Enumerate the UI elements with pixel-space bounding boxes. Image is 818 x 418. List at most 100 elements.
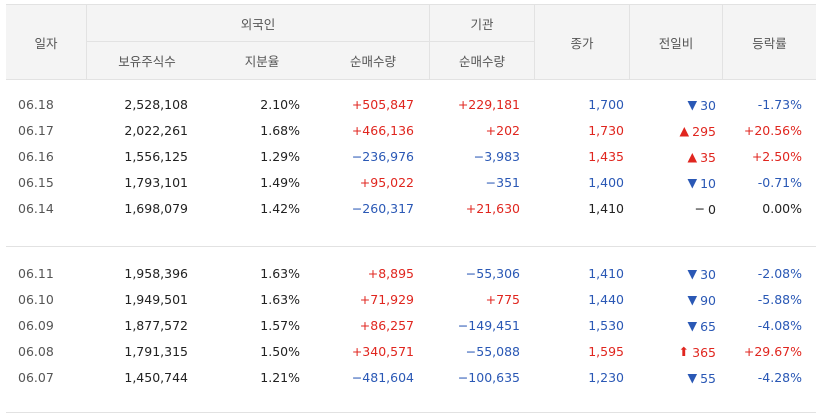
table-row: 06.14 1,698,079 1.42% −260,317 +21,630 1,410 −… <box>6 196 816 222</box>
table-header: 일자 외국인 기관 종가 전일비 등락률 보유주식수 지분율 순매수량 순매수량 <box>6 4 816 80</box>
arrow-down-icon: ▼ <box>687 370 698 385</box>
date-cell: 06.10 <box>18 292 54 307</box>
holdings-cell: 1,698,079 <box>124 201 188 216</box>
date-cell: 06.09 <box>18 318 54 333</box>
date-cell: 06.11 <box>18 266 54 281</box>
table-row: 06.16 1,556,125 1.29% −236,976 −3,983 1,435 ▲ 3… <box>6 144 816 170</box>
change-cell: −0 <box>695 196 716 222</box>
header-inst-net: 순매수량 <box>458 54 505 69</box>
date-cell: 06.15 <box>18 175 54 190</box>
foreign-net-cell: +466,136 <box>351 123 414 138</box>
change-cell: ▼ 55 <box>687 365 716 391</box>
inst-net-cell: +229,181 <box>457 97 520 112</box>
date-cell: 06.18 <box>18 97 54 112</box>
close-cell: 1,530 <box>588 318 624 333</box>
divider <box>629 5 630 79</box>
rate-cell: -5.88% <box>757 292 802 307</box>
change-value: 10 <box>700 176 716 191</box>
holdings-cell: 2,022,261 <box>124 123 188 138</box>
foreign-net-cell: −481,604 <box>351 370 414 385</box>
foreign-net-cell: +86,257 <box>359 318 414 333</box>
header-change: 전일비 <box>658 35 694 51</box>
date-cell: 06.07 <box>18 370 54 385</box>
change-value: 30 <box>700 98 716 113</box>
close-cell: 1,410 <box>588 201 624 216</box>
ratio-cell: 1.42% <box>260 201 300 216</box>
rate-cell: -1.73% <box>757 97 802 112</box>
date-cell: 06.08 <box>18 344 54 359</box>
arrow-up-icon: ⬆ <box>678 344 690 359</box>
inst-net-cell: +775 <box>485 292 520 307</box>
change-value: 35 <box>700 150 716 165</box>
change-cell: ▼ 10 <box>687 170 716 196</box>
header-institution: 기관 <box>470 16 494 32</box>
table-row: 06.07 1,450,744 1.21% −481,604 −100,635 1,230… <box>6 365 816 391</box>
ratio-cell: 1.63% <box>260 292 300 307</box>
change-cell: ▼ 30 <box>687 261 716 287</box>
dash-icon: − <box>694 201 706 216</box>
holdings-cell: 1,450,744 <box>124 370 188 385</box>
rate-cell: 0.00% <box>762 201 802 216</box>
ratio-cell: 1.21% <box>260 370 300 385</box>
date-cell: 06.14 <box>18 201 54 216</box>
divider <box>534 5 535 79</box>
close-cell: 1,700 <box>588 97 624 112</box>
arrow-down-icon: ▼ <box>687 292 698 307</box>
header-date: 일자 <box>34 35 58 51</box>
arrow-down-icon: ▼ <box>687 97 698 112</box>
rate-cell: +29.67% <box>743 344 802 359</box>
divider <box>722 5 723 79</box>
table-row: 06.18 2,528,108 2.10% +505,847 +229,181 1,700… <box>6 92 816 118</box>
change-cell: ▼ 90 <box>687 287 716 313</box>
holdings-cell: 1,556,125 <box>124 149 188 164</box>
close-cell: 1,400 <box>588 175 624 190</box>
holdings-cell: 2,528,108 <box>124 97 188 112</box>
arrow-down-icon: ▼ <box>687 175 698 190</box>
header-foreign: 외국인 <box>240 16 276 32</box>
header-rate: 등락률 <box>752 35 787 51</box>
header-ratio: 지분율 <box>244 54 280 69</box>
divider <box>87 41 534 42</box>
holdings-cell: 1,793,101 <box>124 175 188 190</box>
table-row: 06.10 1,949,501 1.63% +71,929 +775 1,440 ▼ 90 -5… <box>6 287 816 313</box>
holdings-cell: 1,958,396 <box>124 266 188 281</box>
inst-net-cell: −100,635 <box>457 370 520 385</box>
change-cell: ▲ 35 <box>687 144 716 170</box>
holdings-cell: 1,949,501 <box>124 292 188 307</box>
close-cell: 1,595 <box>588 344 624 359</box>
change-cell: ⬆ 365 <box>679 339 716 365</box>
rate-cell: -2.08% <box>757 266 802 281</box>
close-cell: 1,435 <box>588 149 624 164</box>
header-close: 종가 <box>570 35 594 51</box>
ratio-cell: 1.50% <box>260 344 300 359</box>
inst-net-cell: −55,088 <box>465 344 520 359</box>
arrow-up-icon: ▲ <box>679 123 690 138</box>
table-row: 06.15 1,793,101 1.49% +95,022 −351 1,400 ▼ 10 -0… <box>6 170 816 196</box>
foreign-net-cell: +8,895 <box>367 266 414 281</box>
ratio-cell: 1.63% <box>260 266 300 281</box>
rate-cell: -0.71% <box>757 175 802 190</box>
ratio-cell: 1.49% <box>260 175 300 190</box>
change-value: 90 <box>700 293 716 308</box>
table-row: 06.11 1,958,396 1.63% +8,895 −55,306 1,410 ▼ 30… <box>6 261 816 287</box>
change-value: 295 <box>692 124 716 139</box>
divider <box>429 5 430 79</box>
ratio-cell: 1.29% <box>260 149 300 164</box>
holdings-cell: 1,791,315 <box>124 344 188 359</box>
header-foreign-net: 순매수량 <box>349 54 396 69</box>
ratio-cell: 1.57% <box>260 318 300 333</box>
close-cell: 1,730 <box>588 123 624 138</box>
inst-net-cell: +21,630 <box>465 201 520 216</box>
arrow-down-icon: ▼ <box>687 266 698 281</box>
date-cell: 06.17 <box>18 123 54 138</box>
ratio-cell: 2.10% <box>260 97 300 112</box>
inst-net-cell: +202 <box>485 123 520 138</box>
group-divider <box>6 246 816 247</box>
change-cell: ▲ 295 <box>680 118 716 144</box>
foreign-net-cell: +95,022 <box>359 175 414 190</box>
rate-cell: -4.08% <box>757 318 802 333</box>
holdings-cell: 1,877,572 <box>124 318 188 333</box>
ratio-cell: 1.68% <box>260 123 300 138</box>
change-value: 0 <box>708 202 716 217</box>
